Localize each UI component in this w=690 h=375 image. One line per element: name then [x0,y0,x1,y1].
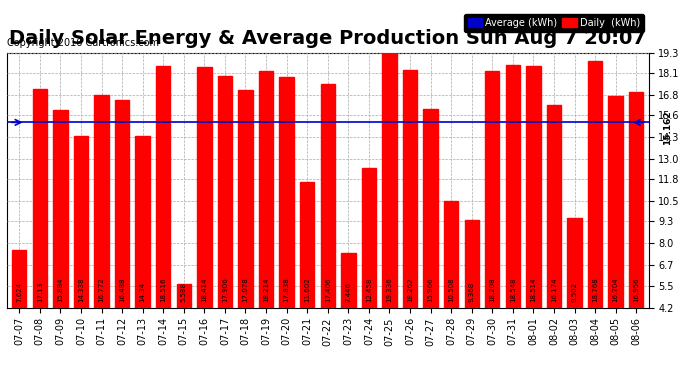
Text: 17.906: 17.906 [222,278,228,302]
Bar [588,62,602,375]
Text: 18.262: 18.262 [407,278,413,302]
Bar [506,65,520,375]
Text: 17.406: 17.406 [325,278,331,302]
Bar [279,77,294,375]
Text: 18.768: 18.768 [592,278,598,302]
Bar [135,136,150,375]
Text: 18.516: 18.516 [160,278,166,302]
Text: 18.514: 18.514 [531,278,536,302]
Bar [95,95,109,375]
Text: Copyright 2016 Cartronics.com: Copyright 2016 Cartronics.com [7,38,159,48]
Bar [321,84,335,375]
Bar [32,89,47,375]
Text: 9.502: 9.502 [571,282,578,302]
Text: 18.208: 18.208 [489,278,495,302]
Text: 15.884: 15.884 [57,278,63,302]
Text: 18.414: 18.414 [201,278,208,302]
Text: 18.548: 18.548 [510,278,516,302]
Bar [12,250,26,375]
Bar [382,52,397,375]
Text: 15.162: 15.162 [663,110,672,145]
Bar [177,284,191,375]
Text: 16.488: 16.488 [119,278,125,302]
Text: 9.368: 9.368 [469,282,475,302]
Text: 7.624: 7.624 [17,282,22,302]
Bar [238,90,253,375]
Bar [115,100,129,375]
Bar [218,76,232,375]
Bar [526,66,541,375]
Bar [403,70,417,375]
Text: 10.508: 10.508 [448,278,454,302]
Bar [629,92,644,375]
Text: 5.588: 5.588 [181,282,187,302]
Text: 17.078: 17.078 [242,278,248,302]
Bar [546,105,561,375]
Text: 16.772: 16.772 [99,278,104,302]
Bar [197,68,212,375]
Text: 12.458: 12.458 [366,278,372,302]
Text: 18.214: 18.214 [263,278,269,302]
Bar [609,96,623,375]
Bar [74,136,88,375]
Text: 17.13: 17.13 [37,282,43,302]
Text: 14.34: 14.34 [139,282,146,302]
Bar [464,220,479,375]
Text: 16.174: 16.174 [551,278,557,302]
Text: 11.602: 11.602 [304,278,310,302]
Text: 14.338: 14.338 [78,278,84,302]
Bar [424,109,437,375]
Bar [362,168,376,375]
Bar [444,201,458,375]
Bar [53,110,68,375]
Bar [567,218,582,375]
Legend: Average (kWh), Daily  (kWh): Average (kWh), Daily (kWh) [464,14,644,32]
Bar [259,71,273,375]
Text: 16.956: 16.956 [633,278,639,302]
Bar [485,71,500,375]
Bar [156,66,170,375]
Bar [300,183,315,375]
Title: Daily Solar Energy & Average Production Sun Aug 7 20:07: Daily Solar Energy & Average Production … [9,29,647,48]
Text: 17.838: 17.838 [284,278,290,302]
Text: 7.446: 7.446 [345,282,351,302]
Bar [341,253,355,375]
Text: 16.704: 16.704 [613,278,619,302]
Text: 19.336: 19.336 [386,278,393,302]
Text: 15.966: 15.966 [428,278,433,302]
